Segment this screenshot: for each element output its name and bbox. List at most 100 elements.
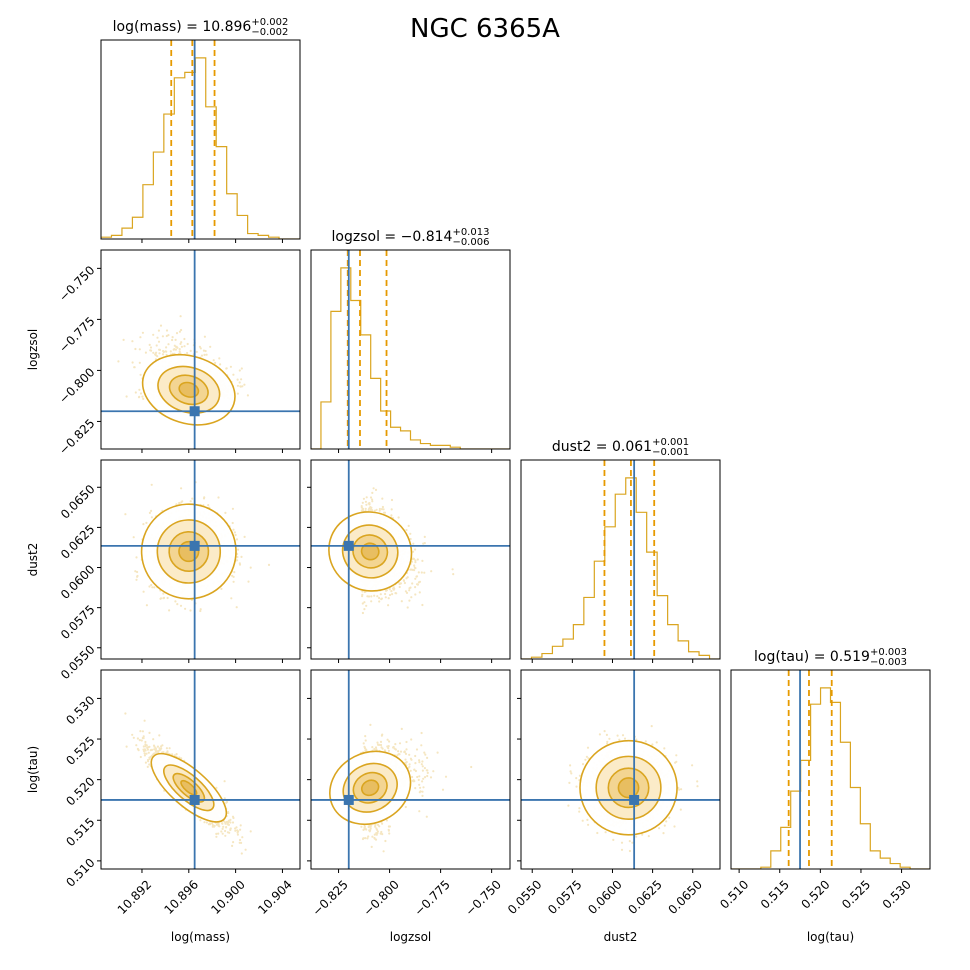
scatter-panel-3-0: [101, 670, 300, 869]
truth-marker: [343, 540, 354, 551]
contour-3: [360, 779, 380, 797]
x-tick-label-0-0: 10.892: [115, 877, 155, 917]
y-tick-label-2-3: 0.0625: [58, 522, 98, 562]
hist-panel-logzsol: [311, 250, 510, 449]
hist-title-minus: −0.006: [452, 237, 489, 248]
y-tick-label-1-3: −0.750: [56, 263, 97, 304]
hist-title-minus: −0.001: [652, 447, 689, 458]
panel-frame-3-1: [310, 669, 511, 870]
contour-3: [617, 777, 640, 799]
density-fill-core: [361, 780, 379, 796]
density-fill-core: [181, 780, 197, 795]
x-tick-label-0-1: 10.896: [162, 877, 202, 917]
x-tick-label-3-0: 0.510: [717, 877, 751, 911]
x-tick-label-1-3: −0.750: [463, 877, 504, 918]
y-tick-label-2-1: 0.0575: [58, 602, 98, 642]
truth-marker: [189, 540, 200, 551]
panel-frame-2-2: [520, 459, 721, 660]
x-tick-label-2-1: 0.0575: [545, 877, 585, 917]
contour-2: [352, 534, 389, 569]
hist-title-minus: −0.002: [251, 27, 288, 38]
x-tick-label-2-2: 0.0600: [585, 877, 625, 917]
x-tick-label-1-2: −0.775: [412, 877, 453, 918]
contour-2: [168, 374, 209, 406]
x-axis-label-3: log(tau): [807, 930, 854, 944]
scatter-panel-3-2: [521, 670, 720, 869]
x-axis-label-1: logzsol: [390, 930, 432, 944]
y-tick-label-3-4: 0.530: [63, 693, 97, 727]
contour-1: [156, 519, 222, 584]
y-tick-label-1-1: −0.800: [56, 365, 97, 406]
contour-2: [607, 767, 650, 809]
hist-title-dust2: dust2 = 0.061+0.001: [552, 437, 689, 455]
y-axis-label-3: log(tau): [26, 746, 40, 793]
y-tick-label-3-2: 0.520: [63, 774, 97, 808]
scatter-panel-1-0: [101, 250, 300, 449]
y-tick-label-2-4: 0.0650: [58, 482, 98, 522]
x-tick-label-2-3: 0.0625: [625, 877, 665, 917]
hist-panel-logtau: [731, 670, 930, 869]
x-tick-label-3-4: 0.530: [880, 877, 914, 911]
contour-0: [150, 752, 228, 823]
truth-marker: [189, 406, 200, 417]
y-tick-label-3-3: 0.525: [63, 734, 97, 768]
contour-3: [178, 540, 200, 563]
y-tick-label-3-1: 0.515: [63, 815, 97, 849]
figure-title: NGC 6365A: [410, 14, 560, 44]
x-tick-label-3-2: 0.520: [798, 877, 832, 911]
histogram-step: [731, 687, 930, 869]
panel-frame-1-1: [310, 249, 511, 450]
panel-frame-1-0: [100, 249, 301, 450]
contour-1: [163, 764, 215, 812]
x-tick-label-3-3: 0.525: [839, 877, 873, 911]
contour-1: [595, 755, 662, 820]
y-tick-label-2-0: 0.0550: [58, 642, 98, 682]
hist-title-logzsol: logzsol = −0.814+0.013: [332, 227, 490, 245]
y-tick-label-1-0: −0.825: [56, 416, 97, 457]
hist-title-minus: −0.003: [870, 657, 907, 668]
contour-3: [178, 381, 200, 398]
x-axis-label-2: dust2: [604, 930, 638, 944]
histogram-step: [521, 477, 720, 659]
contour-0: [579, 739, 678, 836]
histogram-step: [101, 57, 300, 239]
contour-0: [141, 354, 236, 426]
contour-0: [329, 750, 412, 825]
panel-frame-3-2: [520, 669, 721, 870]
y-tick-label-1-2: −0.775: [56, 314, 97, 355]
contour-3: [180, 779, 198, 796]
x-tick-label-0-2: 10.900: [208, 877, 248, 917]
density-fill-core: [361, 543, 379, 560]
panel-frame-3-0: [100, 669, 301, 870]
x-tick-label-0-3: 10.904: [255, 877, 295, 917]
x-axis-label-0: log(mass): [171, 930, 230, 944]
scatter-panel-3-1: [311, 670, 510, 869]
hist-title-logtau: log(tau) = 0.519+0.003: [754, 647, 907, 665]
contour-0: [328, 511, 413, 592]
contour-0: [140, 503, 237, 600]
panel-frame-2-1: [310, 459, 511, 660]
scatter-panel-2-1: [311, 460, 510, 659]
density-fill-core: [179, 382, 199, 398]
y-tick-label-2-2: 0.0600: [58, 562, 98, 602]
y-axis-label-2: dust2: [26, 543, 40, 577]
hist-panel-dust2: [521, 460, 720, 659]
truth-marker: [343, 794, 354, 805]
y-axis-label-1: logzsol: [26, 329, 40, 371]
panel-frame-2-0: [100, 459, 301, 660]
y-tick-label-3-0: 0.510: [63, 856, 97, 890]
scatter-panel-2-0: [101, 460, 300, 659]
hist-panel-logmass: [101, 40, 300, 239]
x-tick-label-3-1: 0.515: [758, 877, 792, 911]
panel-frame-0-0: [100, 39, 301, 240]
x-tick-label-2-0: 0.0550: [505, 877, 545, 917]
x-tick-label-1-0: −0.825: [310, 877, 351, 918]
contour-2: [168, 530, 210, 572]
panel-frame-3-3: [730, 669, 931, 870]
hist-title-logmass: log(mass) = 10.896+0.002: [113, 17, 289, 35]
x-tick-label-1-1: −0.800: [361, 877, 402, 918]
histogram-step: [311, 267, 510, 449]
truth-marker: [629, 794, 640, 805]
contour-3: [360, 542, 380, 561]
